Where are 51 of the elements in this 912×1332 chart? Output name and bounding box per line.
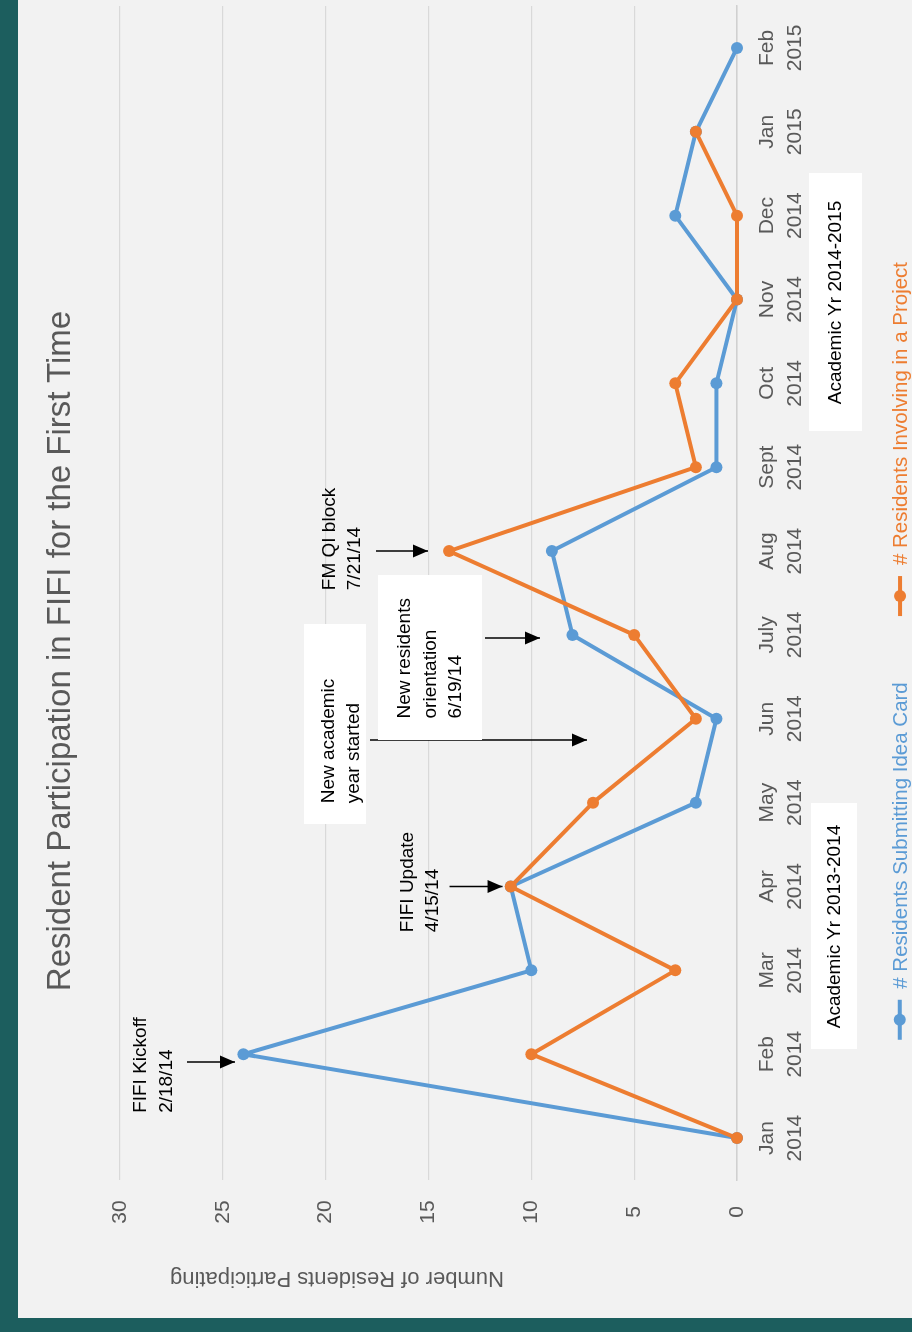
point (525, 1048, 538, 1061)
point (587, 796, 600, 809)
annotation: FIFI Kickoff 2/18/14 (127, 1017, 177, 1113)
point (237, 1048, 250, 1061)
y-tick-label: July 2014 (753, 611, 805, 659)
x-tick-label: 25 (209, 1200, 233, 1224)
text: Academic Yr 2014-2015 (823, 200, 847, 404)
point (710, 461, 723, 474)
y-tick-label: Feb 2015 (753, 24, 805, 72)
point (669, 964, 682, 977)
point (731, 41, 743, 54)
y-tick-label: Jun 2014 (753, 695, 805, 743)
x-tick-label: 15 (415, 1200, 439, 1224)
point (710, 377, 723, 390)
point (689, 712, 702, 725)
y-tick-label: Jan 2014 (753, 1114, 805, 1162)
annotation: FM QI block 7/21/14 (316, 487, 365, 591)
text: # Residents Involving in a Project (888, 261, 912, 566)
x-tick-label: 0 (723, 1206, 747, 1218)
annotation: New academic year started (316, 678, 365, 803)
point (628, 628, 641, 641)
point (443, 545, 456, 558)
y-tick-label: Jan 2015 (753, 108, 805, 156)
y-tick-label: Apr 2014 (753, 862, 805, 910)
y-tick-label: Dec 2014 (753, 191, 805, 239)
point (669, 209, 682, 222)
y-tick-label: Feb 2014 (753, 1030, 805, 1078)
point (525, 964, 538, 977)
point (689, 461, 702, 474)
point (689, 796, 702, 809)
text: Resident Participation in FIFI for the First Time (40, 310, 78, 992)
point (710, 712, 723, 725)
point (566, 628, 579, 641)
y-tick-label: Sept 2014 (753, 443, 805, 491)
y-tick-label: Oct 2014 (753, 359, 805, 407)
x-tick-label: 20 (312, 1200, 336, 1224)
annotation: FIFI Update 4/15/14 (395, 831, 444, 932)
text: # Residents Submitting Idea Card (887, 682, 911, 989)
x-tick-label: 30 (106, 1200, 130, 1224)
y-tick-label: May 2014 (753, 778, 805, 826)
y-tick-label: Mar 2014 (753, 946, 805, 994)
point (545, 545, 558, 558)
point (669, 377, 682, 390)
x-tick-label: 10 (518, 1200, 542, 1224)
y-tick-label: Nov 2014 (753, 275, 805, 323)
annotation: New residents orientation 6/19/14 (391, 597, 466, 718)
x-tick-label: 5 (620, 1206, 644, 1218)
x-axis-title: Number of Residents Participating (170, 1266, 504, 1292)
text: Academic Yr 2013-2014 (822, 824, 846, 1028)
y-tick-label: Aug 2014 (753, 527, 805, 575)
point (731, 209, 743, 222)
